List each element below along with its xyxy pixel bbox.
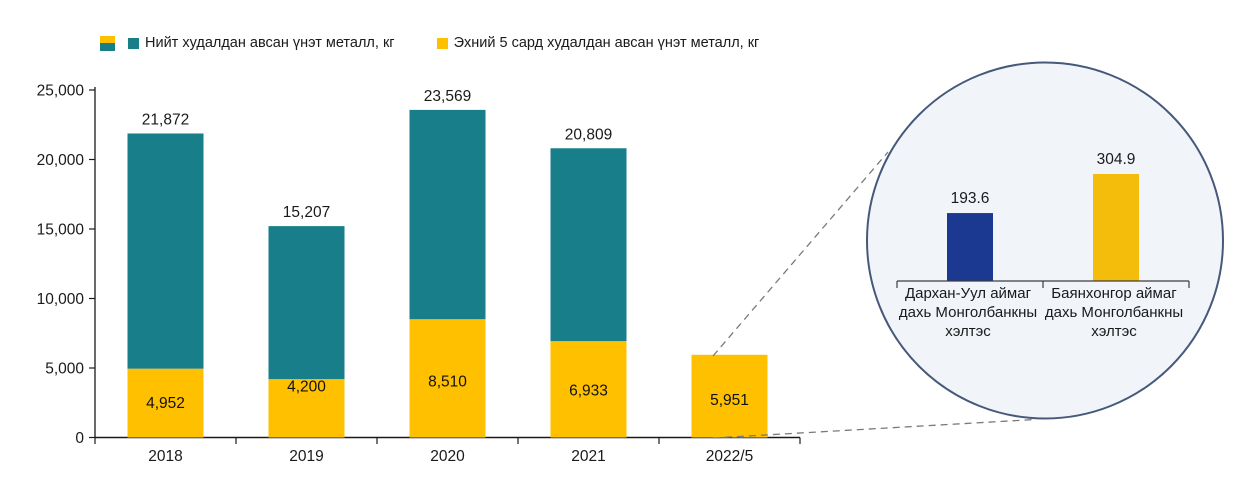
legend-first5-label: Эхний 5 сард худалдан авсан үнэт металл,… xyxy=(453,35,760,51)
bar-2019-total-label: 15,207 xyxy=(283,204,330,221)
y-tick-label-0: 0 xyxy=(75,430,84,447)
bar-2022/5-first5-segment xyxy=(691,354,768,438)
bar-2018-inner-label: 4,952 xyxy=(146,395,185,412)
inset-bar-1 xyxy=(1093,174,1139,281)
bar-2019-inner-label: 4,200 xyxy=(287,378,326,395)
inset-category-label-1: Баянхонгор аймаг дахь Монголбанкны хэлтэс xyxy=(1045,285,1183,340)
bar-2020-first5-segment xyxy=(409,319,486,438)
bar-2018-first5-segment xyxy=(127,368,204,438)
bar-2021-total-label: 20,809 xyxy=(565,126,612,143)
y-tick-label-1: 5,000 xyxy=(45,361,84,378)
legend-stacked-bottom-half xyxy=(100,43,115,51)
x-category-label-2021: 2021 xyxy=(571,448,605,465)
legend-stacked-bar-icon xyxy=(100,35,115,51)
magnifier-connector-top xyxy=(712,151,889,357)
bar-2020-total-label: 23,569 xyxy=(424,88,471,105)
legend-total-label: Нийт худалдан авсан үнэт металл, кг xyxy=(145,35,395,51)
legend-first5-swatch-icon xyxy=(436,37,448,49)
bar-2018-total-segment xyxy=(127,133,204,369)
x-category-label-2022/5: 2022/5 xyxy=(706,448,753,465)
bar-2021-total-segment xyxy=(550,148,627,342)
bar-2019-total-segment xyxy=(268,226,345,380)
y-tick-label-5: 25,000 xyxy=(37,83,85,100)
magnifier-connector-bottom xyxy=(712,418,1036,439)
legend-stacked-top-half xyxy=(100,35,115,43)
x-category-label-2019: 2019 xyxy=(289,448,323,465)
bar-2020-total-segment xyxy=(409,109,486,320)
y-tick-label-3: 15,000 xyxy=(37,222,85,239)
bar-2021-first5-segment xyxy=(550,341,627,438)
inset-bar-value-label-1: 304.9 xyxy=(1097,151,1136,168)
x-category-label-2018: 2018 xyxy=(148,448,182,465)
legend-item-first5: Эхний 5 сард худалдан авсан үнэт металл,… xyxy=(436,35,760,51)
bar-2018-total-label: 21,872 xyxy=(142,111,189,128)
bar-2022/5-inner-label: 5,951 xyxy=(710,392,749,409)
legend-item-total: Нийт худалдан авсан үнэт металл, кг xyxy=(128,35,395,51)
bar-2021-inner-label: 6,933 xyxy=(569,382,608,399)
bar-2020-inner-label: 8,510 xyxy=(428,373,467,390)
inset-bar-0 xyxy=(947,213,993,281)
inset-bar-value-label-0: 193.6 xyxy=(951,190,990,207)
y-tick-label-4: 20,000 xyxy=(37,152,85,169)
x-category-label-2020: 2020 xyxy=(430,448,465,465)
bar-2019-first5-segment xyxy=(268,379,345,438)
inset-category-label-0: Дархан-Уул аймаг дахь Монголбанкны хэлтэс xyxy=(899,285,1037,340)
legend-total-swatch-icon xyxy=(128,37,139,49)
magnifier-circle xyxy=(866,61,1224,420)
chart-legend: Нийт худалдан авсан үнэт металл, кг Эхни… xyxy=(100,35,759,51)
y-tick-label-2: 10,000 xyxy=(37,291,85,308)
